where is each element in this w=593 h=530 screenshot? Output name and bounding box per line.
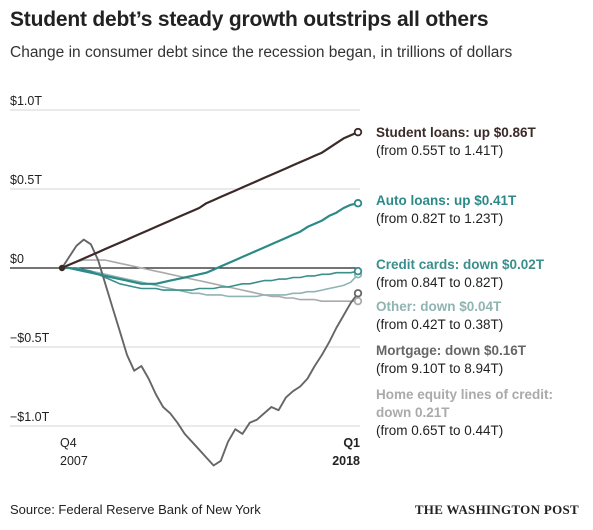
series-line-auto [60,202,360,285]
y-tick-label: $1.0T [10,94,42,108]
annotation-other-sub: (from 0.42T to 0.38T) [376,317,504,332]
annotation-student-head: Student loans: up $0.86T [376,125,536,140]
end-marker-mortgage [353,289,363,298]
series-line-credit [61,267,359,291]
series-line-mortgage [61,238,359,467]
annotation-home-equity: Home equity lines of credit: down 0.21T … [376,386,553,440]
publisher-logo: THE WASHINGTON POST [414,502,579,517]
annotation-mortgage-sub: (from 9.10T to 8.94T) [376,361,504,376]
annotation-heloc-head2: down 0.21T [376,405,450,420]
annotation-other-head: Other: down $0.04T [376,299,502,314]
x-tick-label: Q4 [60,436,77,450]
chart-title: Student debt’s steady growth outstrips a… [10,8,489,31]
chart-subtitle: Change in consumer debt since the recess… [10,44,513,61]
y-tick-label: −$0.5T [10,331,50,345]
series-line-heloc [61,259,359,302]
annotation-heloc-sub: (from 0.65T to 0.44T) [376,423,504,438]
annotation-auto-sub: (from 0.82T to 1.23T) [376,211,504,226]
x-tick-label: 2018 [332,454,360,468]
annotation-credit-head: Credit cards: down $0.02T [376,257,545,272]
x-tick-label: Q1 [343,436,360,450]
y-tick-label: −$1.0T [10,410,50,424]
annotation-credit-cards: Credit cards: down $0.02T (from 0.84T to… [376,256,544,292]
source-note: Source: Federal Reserve Bank of New York [10,502,261,517]
series-lines [60,131,360,467]
start-marker [58,264,66,272]
end-marker-auto [353,199,363,208]
end-marker-credit [353,266,363,276]
series-line-other [61,267,359,298]
series-line-student [60,131,360,270]
annotation-student-sub: (from 0.55T to 1.41T) [376,143,504,158]
annotation-credit-sub: (from 0.84T to 0.82T) [376,275,504,290]
annotation-mortgage: Mortgage: down $0.16T (from 9.10T to 8.9… [376,342,526,378]
y-tick-label: $0.5T [10,173,42,187]
tick-labels: $1.0T $0.5T $0 −$0.5T −$1.0T Q4 2007 Q1 2018 [10,94,360,468]
end-marker-student [353,127,363,137]
annotation-heloc-head1: Home equity lines of credit: [376,387,554,402]
x-tick-label: 2007 [60,454,88,468]
annotation-auto-loans: Auto loans: up $0.41T (from 0.82T to 1.2… [376,192,516,228]
annotation-mortgage-head: Mortgage: down $0.16T [376,343,527,358]
y-tick-label: $0 [10,252,24,266]
annotation-other: Other: down $0.04T (from 0.42T to 0.38T) [376,298,503,334]
annotation-student-loans: Student loans: up $0.86T (from 0.55T to … [376,124,536,160]
end-marker-heloc [353,296,363,306]
series-end-markers [58,127,363,306]
annotation-auto-head: Auto loans: up $0.41T [376,193,517,208]
